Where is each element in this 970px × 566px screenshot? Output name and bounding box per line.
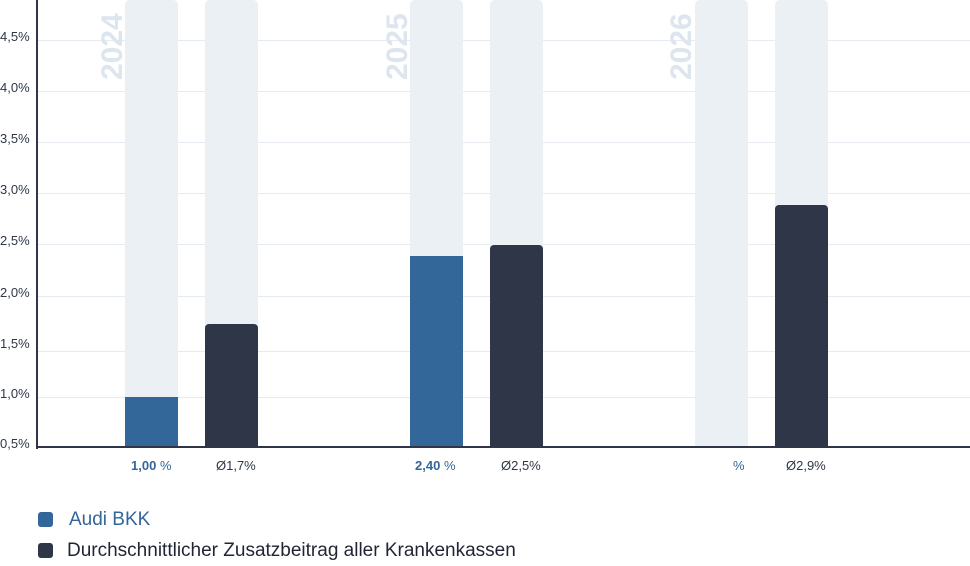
y-tick-label: 4,5% xyxy=(0,29,30,44)
value-label-avg-2026: Ø2,9% xyxy=(786,458,826,473)
value-unit: % xyxy=(733,458,745,473)
legend-swatch-icon xyxy=(38,543,53,558)
value-label-audi-2025: 2,40 % xyxy=(415,458,456,473)
y-tick-label: 1,0% xyxy=(0,386,30,401)
bar-chart: 4,5% 4,0% 3,5% 3,0% 2,5% 2,0% 1,5% 1,0% … xyxy=(0,0,970,473)
bar-average-2025[interactable] xyxy=(490,245,543,447)
value-label-audi-2024: 1,00 % xyxy=(131,458,172,473)
chart-legend: Audi BKK Durchschnittlicher Zusatzbeitra… xyxy=(38,504,516,566)
legend-item-audi-bkk[interactable]: Audi BKK xyxy=(38,504,516,535)
bar-track-avg-2025 xyxy=(490,0,543,447)
value-label-avg-2024: Ø1,7% xyxy=(216,458,256,473)
bar-track-audi-2024 xyxy=(125,0,178,447)
bar-audi-bkk-2024[interactable] xyxy=(125,397,178,447)
value-label-audi-2026: % xyxy=(733,458,745,473)
value-number: 1,00 xyxy=(131,458,157,473)
bar-track-audi-2026 xyxy=(695,0,748,447)
y-tick-label: 3,0% xyxy=(0,182,30,197)
bar-audi-bkk-2025[interactable] xyxy=(410,256,463,447)
y-tick-label: 2,0% xyxy=(0,285,30,300)
year-watermark: 2026 xyxy=(665,13,698,80)
bar-track-audi-2025 xyxy=(410,0,463,447)
y-tick-label: 2,5% xyxy=(0,233,30,248)
y-tick-label: 0,5% xyxy=(0,436,30,451)
bar-track-avg-2026 xyxy=(775,0,828,447)
legend-label: Audi BKK xyxy=(69,508,151,530)
value-label-avg-2025: Ø2,5% xyxy=(501,458,541,473)
bar-average-2026[interactable] xyxy=(775,205,828,447)
legend-label: Durchschnittlicher Zusatzbeitrag aller K… xyxy=(67,539,516,561)
value-number: 2,40 xyxy=(415,458,441,473)
legend-swatch-icon xyxy=(38,512,53,527)
y-tick-label: 3,5% xyxy=(0,131,30,146)
bar-track-avg-2024 xyxy=(205,0,258,447)
y-tick-label: 1,5% xyxy=(0,336,30,351)
value-unit: % xyxy=(159,458,172,473)
bar-average-2024[interactable] xyxy=(205,324,258,447)
value-unit: % xyxy=(443,458,456,473)
legend-item-average[interactable]: Durchschnittlicher Zusatzbeitrag aller K… xyxy=(38,535,516,566)
y-axis-line xyxy=(36,0,38,449)
y-tick-label: 4,0% xyxy=(0,80,30,95)
x-axis-line xyxy=(36,446,970,448)
